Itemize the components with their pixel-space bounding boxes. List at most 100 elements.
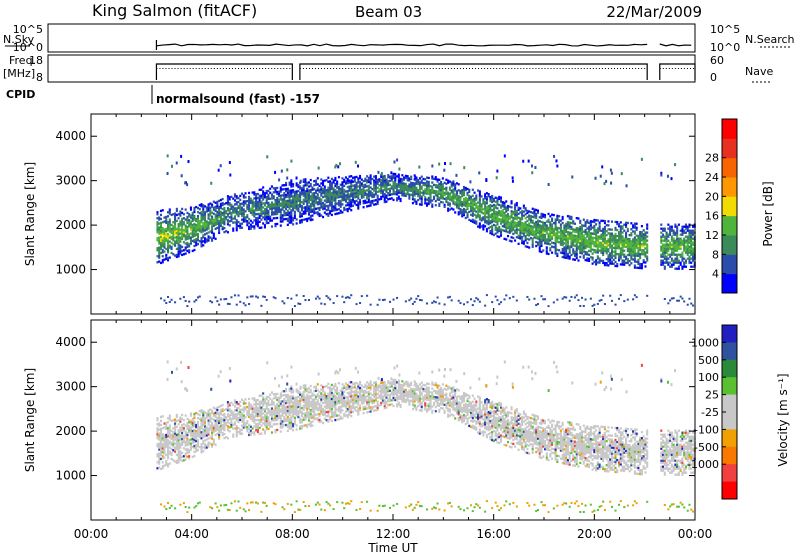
power-cell [588, 231, 591, 235]
power-cell [484, 221, 487, 224]
nave-dot [475, 68, 477, 69]
velocity-cell [174, 436, 177, 439]
power-cell [409, 176, 412, 180]
power-cell [218, 229, 221, 233]
power-cell [244, 196, 247, 199]
power-cell [459, 202, 462, 205]
power-cell [570, 221, 573, 225]
velocity-cell [163, 442, 166, 445]
power-cell [230, 215, 233, 218]
power-cell [406, 189, 409, 192]
power-cell [283, 218, 286, 221]
power-cell [417, 188, 420, 192]
power-cell [378, 188, 381, 191]
power-cell [617, 243, 621, 246]
power-cell [369, 303, 372, 306]
nave-dot [283, 68, 285, 69]
power-cell [360, 194, 363, 197]
power-cell [443, 181, 446, 184]
power-cell [533, 297, 536, 300]
velocity-cell [167, 451, 170, 454]
power-cell [325, 295, 328, 298]
power-cell [413, 300, 416, 303]
power-cell [480, 207, 483, 210]
power-cell [462, 185, 466, 189]
power-cell [558, 241, 561, 244]
power-cell [277, 192, 281, 195]
power-cell [535, 216, 538, 220]
power-cell [385, 190, 388, 193]
power-cell [642, 241, 645, 244]
power-cell [387, 184, 390, 187]
power-cell [438, 196, 441, 199]
power-cell [580, 234, 584, 237]
power-cell [573, 296, 577, 299]
power-cell [306, 201, 309, 205]
power-cell [529, 219, 532, 222]
nave-dot [487, 68, 489, 69]
power-cell [399, 191, 402, 195]
velocity-cell [186, 451, 189, 455]
power-cell [186, 221, 189, 225]
power-cell [489, 215, 492, 219]
velocity-cell [167, 417, 170, 420]
power-cell [660, 261, 663, 264]
power-cell [635, 244, 638, 247]
power-cell [499, 232, 503, 235]
velocity-cell [189, 428, 192, 431]
power-cell [295, 202, 298, 205]
power-cell [489, 197, 492, 201]
power-cell [193, 214, 196, 218]
power-cell [346, 189, 349, 193]
power-cell [662, 229, 665, 232]
power-cell [508, 215, 511, 218]
power-cell [189, 206, 192, 209]
power-cell [554, 244, 557, 247]
power-cell [499, 210, 503, 213]
velocity-cell [175, 425, 178, 429]
power-cell [351, 204, 355, 207]
power-cell [357, 201, 360, 204]
power-cell [338, 162, 341, 166]
velocity-cell [191, 423, 194, 427]
power-cell [605, 244, 608, 247]
power-cell [489, 225, 492, 229]
power-cell [610, 240, 614, 243]
power-cell [202, 244, 205, 247]
power-cell [665, 251, 668, 254]
velocity-cell [179, 434, 182, 437]
power-cell [181, 223, 184, 227]
power-cell [679, 263, 682, 266]
power-cell [292, 191, 295, 194]
power-cell [528, 210, 531, 213]
power-cell [403, 176, 406, 179]
power-cell [422, 181, 425, 185]
power-cell [270, 193, 274, 196]
power-cell [304, 299, 307, 302]
nave-dot [465, 68, 467, 69]
velocity-cell [158, 452, 161, 455]
power-cell [290, 203, 293, 206]
power-cell [366, 185, 369, 188]
nave-dot [289, 68, 291, 69]
power-cell [158, 260, 161, 263]
power-cell [478, 210, 481, 213]
velocity-cell [226, 437, 229, 440]
velocity-cell [179, 444, 182, 447]
power-cell [387, 198, 390, 201]
velocity-cell [209, 426, 212, 429]
power-cell [691, 253, 695, 256]
power-cell [575, 217, 578, 220]
velocity-cell [158, 456, 161, 459]
power-cell [683, 243, 686, 246]
power-cell [563, 248, 566, 251]
power-cell [277, 204, 281, 207]
power-cell [286, 187, 289, 190]
power-cell [561, 249, 564, 253]
power-cell [473, 197, 476, 200]
power-cell [269, 205, 272, 208]
colorbar-tick-label: 12 [705, 229, 719, 242]
power-cell [644, 241, 647, 244]
power-cell [401, 188, 404, 191]
power-cell [508, 239, 511, 242]
